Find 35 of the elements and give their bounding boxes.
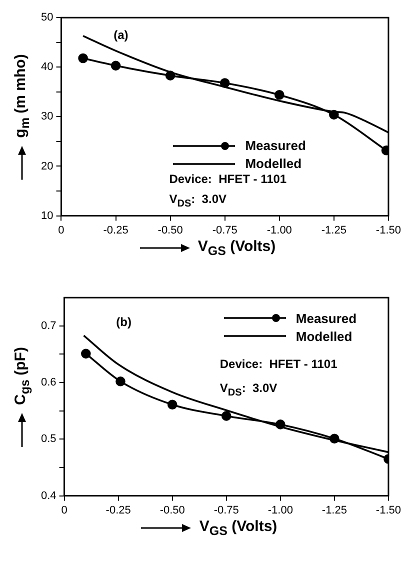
x-tick-label: -0.75 <box>212 224 238 236</box>
y-tick-label: 0.5 <box>40 433 56 446</box>
x-tick-label: -0.50 <box>158 224 183 236</box>
x-axis-title: V$_{GS}$ (Volts) <box>199 518 278 538</box>
legend-label: Measured <box>296 310 357 326</box>
annotation: Device: HFET - 1101 <box>169 172 287 186</box>
x-tick-label: -1.50 <box>376 224 402 236</box>
x-tick-label: -1.00 <box>268 504 293 516</box>
y-tick-label: 10 <box>40 210 54 222</box>
annotation: Device: HFET - 1101 <box>220 357 338 372</box>
x-tick-label: -0.75 <box>214 504 239 516</box>
y-tick-label: 20 <box>40 160 54 172</box>
legend-label: Modelled <box>245 156 302 172</box>
y-tick-label: 0.6 <box>40 376 56 389</box>
x-tick-label: -0.25 <box>103 224 128 236</box>
y-tick-label: 0.4 <box>40 490 56 502</box>
x-tick-label: -1.00 <box>266 224 292 236</box>
x-tick-label: -1.50 <box>376 504 402 516</box>
y-tick-label: 0.7 <box>40 320 56 332</box>
annotation: V$_{DS}$: 3.0V <box>169 192 226 210</box>
legend-label: Modelled <box>296 328 352 344</box>
y-tick-label: 30 <box>40 110 54 123</box>
x-tick-label: 0 <box>61 504 68 516</box>
annotation: (a) <box>114 28 128 42</box>
x-axis-title: V$_{GS}$ (Volts) <box>198 238 276 258</box>
x-tick-label: -1.25 <box>321 224 346 236</box>
x-tick-label: -0.50 <box>160 504 185 516</box>
y-tick-label: 40 <box>40 61 54 74</box>
legend-label: Measured <box>245 138 306 154</box>
y-tick-label: 50 <box>40 12 54 24</box>
x-tick-label: 0 <box>58 224 64 236</box>
annotation: V$_{DS}$: 3.0V <box>220 380 278 398</box>
x-tick-label: -1.25 <box>322 504 347 516</box>
x-tick-label: -0.25 <box>106 504 131 516</box>
annotation: (b) <box>116 315 132 330</box>
